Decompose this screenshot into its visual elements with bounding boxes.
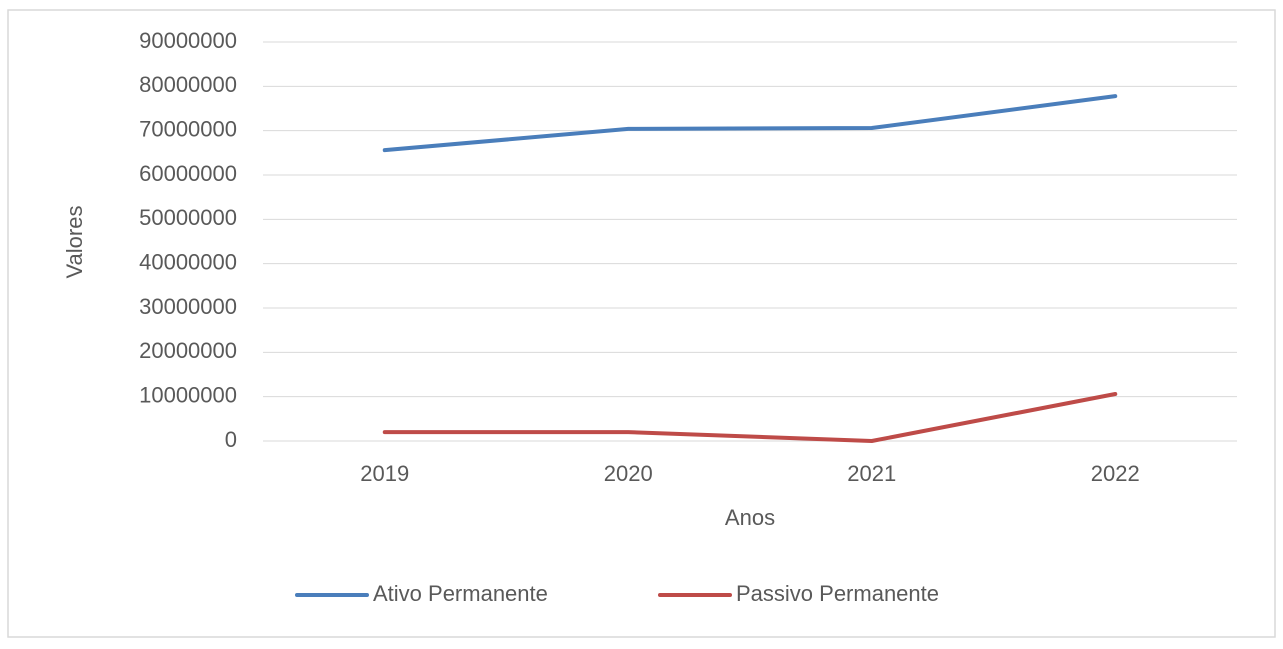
- x-axis-label: Anos: [725, 505, 775, 530]
- x-tick-label: 2020: [604, 461, 653, 486]
- y-tick-label: 70000000: [139, 116, 237, 141]
- y-tick-label: 60000000: [139, 161, 237, 186]
- y-tick-label: 20000000: [139, 338, 237, 363]
- y-tick-label: 80000000: [139, 72, 237, 97]
- y-tick-label: 50000000: [139, 205, 237, 230]
- series-line: [382, 94, 1118, 153]
- y-tick-label: 40000000: [139, 249, 237, 274]
- chart-frame: [7, 9, 1276, 638]
- y-axis-label: Valores: [62, 206, 87, 279]
- y-tick-label: 10000000: [139, 382, 237, 407]
- legend-label: Passivo Permanente: [736, 581, 939, 606]
- y-tick-label: 30000000: [139, 294, 237, 319]
- legend-label: Ativo Permanente: [373, 581, 548, 606]
- x-tick-label: 2019: [360, 461, 409, 486]
- x-tick-label: 2022: [1091, 461, 1140, 486]
- series-line: [382, 392, 1118, 443]
- x-tick-label: 2021: [847, 461, 896, 486]
- y-tick-label: 0: [225, 427, 237, 452]
- y-tick-label: 90000000: [139, 28, 237, 53]
